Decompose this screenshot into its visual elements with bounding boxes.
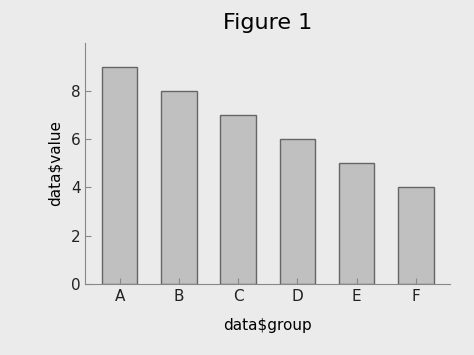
X-axis label: data$group: data$group <box>223 318 312 333</box>
Bar <box>398 187 434 284</box>
Title: Figure 1: Figure 1 <box>223 13 312 33</box>
Bar <box>102 67 137 284</box>
Bar <box>220 115 256 284</box>
Bar <box>280 139 315 284</box>
Y-axis label: data$value: data$value <box>47 120 63 206</box>
Bar <box>339 163 374 284</box>
Bar <box>161 91 197 284</box>
